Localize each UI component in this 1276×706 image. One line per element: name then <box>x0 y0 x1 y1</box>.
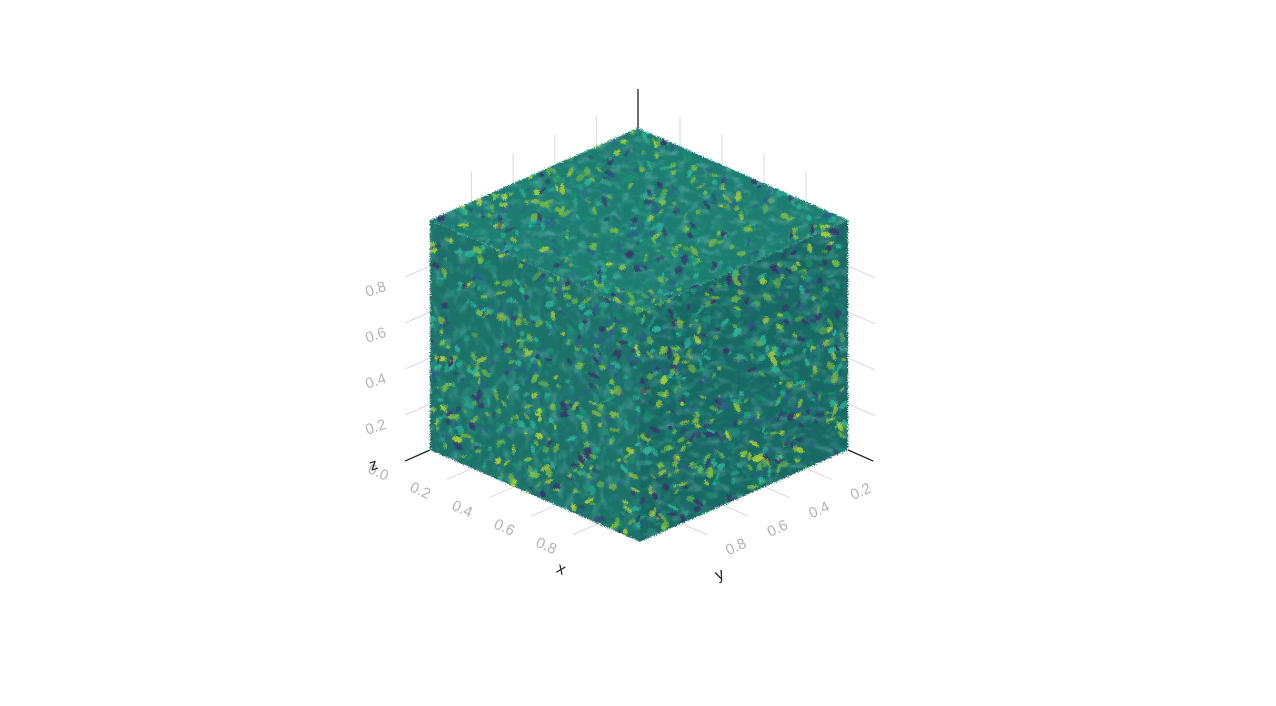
y-gridline-floor <box>806 467 832 480</box>
x-axis-line <box>847 449 874 462</box>
x-gridline-floor <box>572 523 599 536</box>
x-gridline-floor <box>530 504 557 517</box>
x-tick-label: 0.2 <box>407 479 433 503</box>
y-tick-label: 0.4 <box>806 498 832 522</box>
z-gridline-left <box>404 357 431 370</box>
z-gridline-right <box>847 311 876 325</box>
y-gridline-floor <box>764 486 791 499</box>
z-tick-label: 0.8 <box>363 278 388 301</box>
z-gridline-left <box>404 265 431 278</box>
x-tick-label: 0.6 <box>491 516 517 540</box>
x-axis-title: x <box>554 560 568 579</box>
z-tick-label: 0.2 <box>363 416 388 439</box>
z-tick-label: 0.6 <box>363 324 388 347</box>
z-tick-label: 0.4 <box>363 370 388 393</box>
y-axis-title: y <box>713 565 727 584</box>
y-gridline-floor <box>722 504 749 517</box>
z-gridline-left <box>404 403 431 416</box>
y-tick-label: 0.6 <box>765 517 791 541</box>
y-tick-label: 0.2 <box>848 480 874 504</box>
x-gridline-floor <box>446 467 473 480</box>
x-tick-label: 0.8 <box>533 534 559 558</box>
x-tick-label: 0.4 <box>449 497 475 521</box>
x-gridline-floor <box>488 486 515 499</box>
grid-lines <box>404 98 876 536</box>
y-gridline-floor <box>681 523 708 536</box>
y-tick-label: 0.8 <box>723 535 749 559</box>
volume-cube[interactable] <box>380 100 900 600</box>
z-gridline-right <box>847 403 876 417</box>
z-gridline-right <box>847 357 876 371</box>
y-axis-line <box>404 449 431 462</box>
z-gridline-left <box>404 311 431 324</box>
z-gridline-right <box>847 265 876 279</box>
